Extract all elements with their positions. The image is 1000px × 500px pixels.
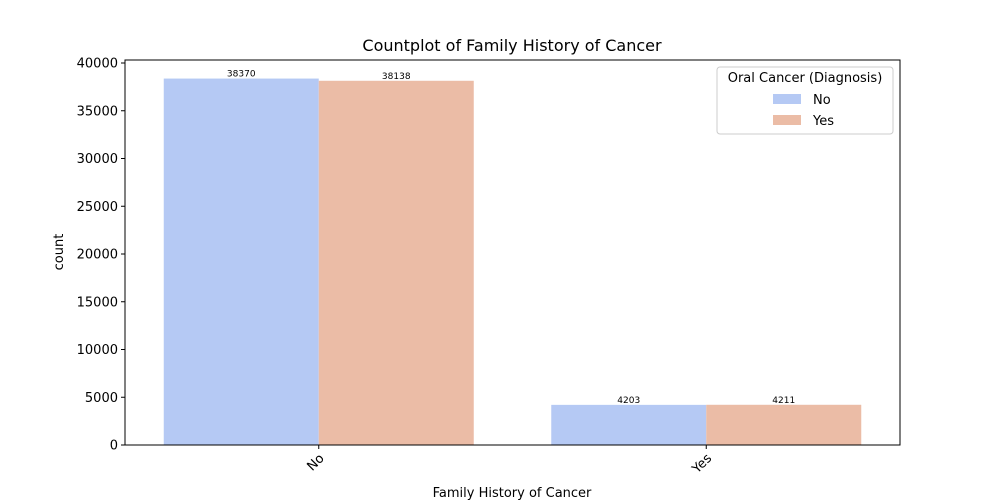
legend-label-no: No — [813, 93, 831, 108]
data-labels-group: 38370 38138 4203 4211 — [227, 70, 795, 406]
data-label-yes-no: 4203 — [617, 396, 640, 406]
y-tick-label: 5000 — [85, 391, 118, 406]
bar-yes-yes — [706, 404, 862, 445]
legend-title: Oral Cancer (Diagnosis) — [728, 71, 883, 86]
legend: Oral Cancer (Diagnosis) No Yes — [716, 66, 894, 135]
y-axis-title: count — [52, 234, 67, 271]
bar-no-no — [163, 78, 319, 445]
bar-no-yes — [318, 80, 474, 445]
y-tick-label: 15000 — [77, 295, 118, 310]
y-tick-label: 25000 — [77, 200, 118, 215]
bar-yes-no — [551, 404, 707, 445]
y-axis: 0 5000 10000 15000 20000 25000 30000 35000 40000 — [77, 57, 125, 454]
chart-title: Countplot of Family History of Cancer — [362, 36, 662, 55]
x-tick-label-no: No — [304, 451, 327, 474]
data-label-yes-yes: 4211 — [772, 396, 795, 406]
x-axis: No Yes — [304, 445, 715, 477]
x-tick-label-yes: Yes — [689, 451, 715, 477]
data-label-no-no: 38370 — [227, 70, 256, 80]
y-tick-label: 30000 — [77, 152, 118, 167]
data-label-no-yes: 38138 — [382, 72, 411, 82]
plot-frame — [124, 59, 901, 446]
bars-group — [163, 78, 862, 445]
legend-swatch-no — [773, 94, 801, 104]
y-tick-label: 40000 — [77, 57, 118, 72]
x-axis-title: Family History of Cancer — [433, 486, 592, 500]
y-tick-label: 20000 — [77, 248, 118, 263]
y-tick-label: 10000 — [77, 343, 118, 358]
legend-swatch-yes — [773, 115, 801, 125]
legend-label-yes: Yes — [812, 114, 834, 129]
y-tick-label: 0 — [110, 439, 118, 454]
y-tick-label: 35000 — [77, 104, 118, 119]
legend-box — [716, 66, 894, 135]
